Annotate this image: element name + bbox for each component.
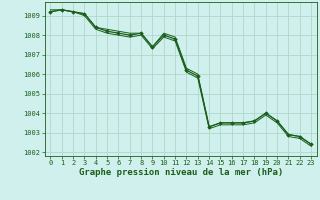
- X-axis label: Graphe pression niveau de la mer (hPa): Graphe pression niveau de la mer (hPa): [79, 168, 283, 177]
